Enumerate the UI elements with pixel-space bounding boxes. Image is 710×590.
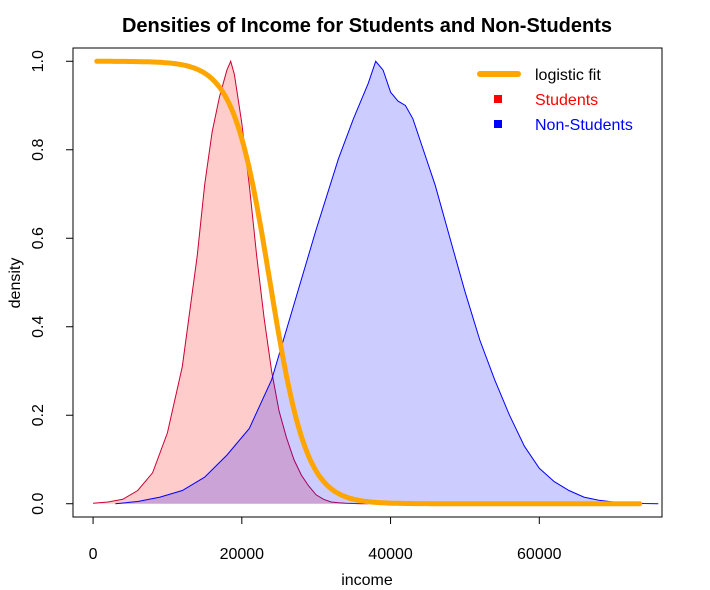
- logistic-fit-line: [94, 58, 643, 507]
- y-axis-label: density: [7, 258, 24, 309]
- x-tick-label: 20000: [220, 546, 265, 563]
- legend-swatch-non-students: [494, 120, 502, 128]
- x-axis: 0 20000 40000 60000: [89, 516, 562, 563]
- y-tick-label: 0.2: [30, 404, 47, 426]
- x-tick-label: 60000: [517, 546, 562, 563]
- y-tick-label: 0.4: [30, 316, 47, 338]
- legend-swatch-students: [494, 95, 502, 103]
- students-density-line: [93, 59, 369, 505]
- y-tick-label: 0.0: [30, 493, 47, 515]
- x-axis-label: income: [341, 572, 393, 589]
- legend-label-non-students: Non-Students: [535, 117, 633, 134]
- chart-title: Densities of Income for Students and Non…: [122, 15, 612, 37]
- y-tick-label: 0.8: [30, 139, 47, 161]
- legend: logistic fit Students Non-Students: [477, 67, 633, 134]
- legend-label-logistic-fit: logistic fit: [535, 67, 601, 84]
- y-tick-label: 1.0: [30, 50, 47, 72]
- y-tick-label: 0.6: [30, 227, 47, 249]
- students-density-area: [93, 61, 369, 504]
- non-students-density-area: [115, 61, 659, 504]
- x-tick-label: 40000: [368, 546, 413, 563]
- legend-label-students: Students: [535, 92, 598, 109]
- non-students-density-line: [115, 60, 659, 505]
- plot-area: [93, 58, 659, 507]
- x-tick-label: 0: [89, 546, 98, 563]
- y-axis: 0.0 0.2 0.4 0.6 0.8 1.0: [30, 50, 74, 515]
